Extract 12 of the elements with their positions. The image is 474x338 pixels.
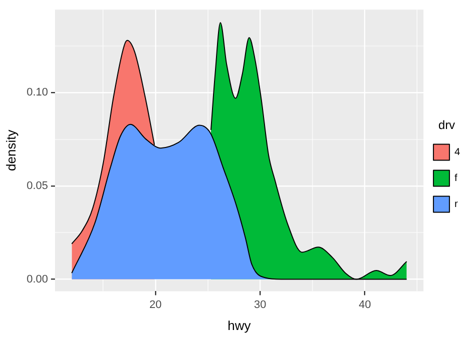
y-tick-label: 0.05 (26, 180, 48, 192)
y-tick-label: 0.10 (26, 86, 48, 99)
y-tick-label: 0.00 (26, 273, 48, 286)
legend-label: r (454, 198, 458, 210)
x-tick-label: 40 (358, 298, 371, 311)
legend-title: drv (438, 118, 456, 132)
legend-label: f (454, 172, 458, 184)
x-tick-label: 30 (254, 298, 266, 311)
x-axis-title: hwy (228, 318, 252, 333)
y-axis-title: density (3, 129, 18, 171)
legend-label: 4 (454, 146, 460, 158)
x-tick-label: 20 (149, 298, 162, 311)
